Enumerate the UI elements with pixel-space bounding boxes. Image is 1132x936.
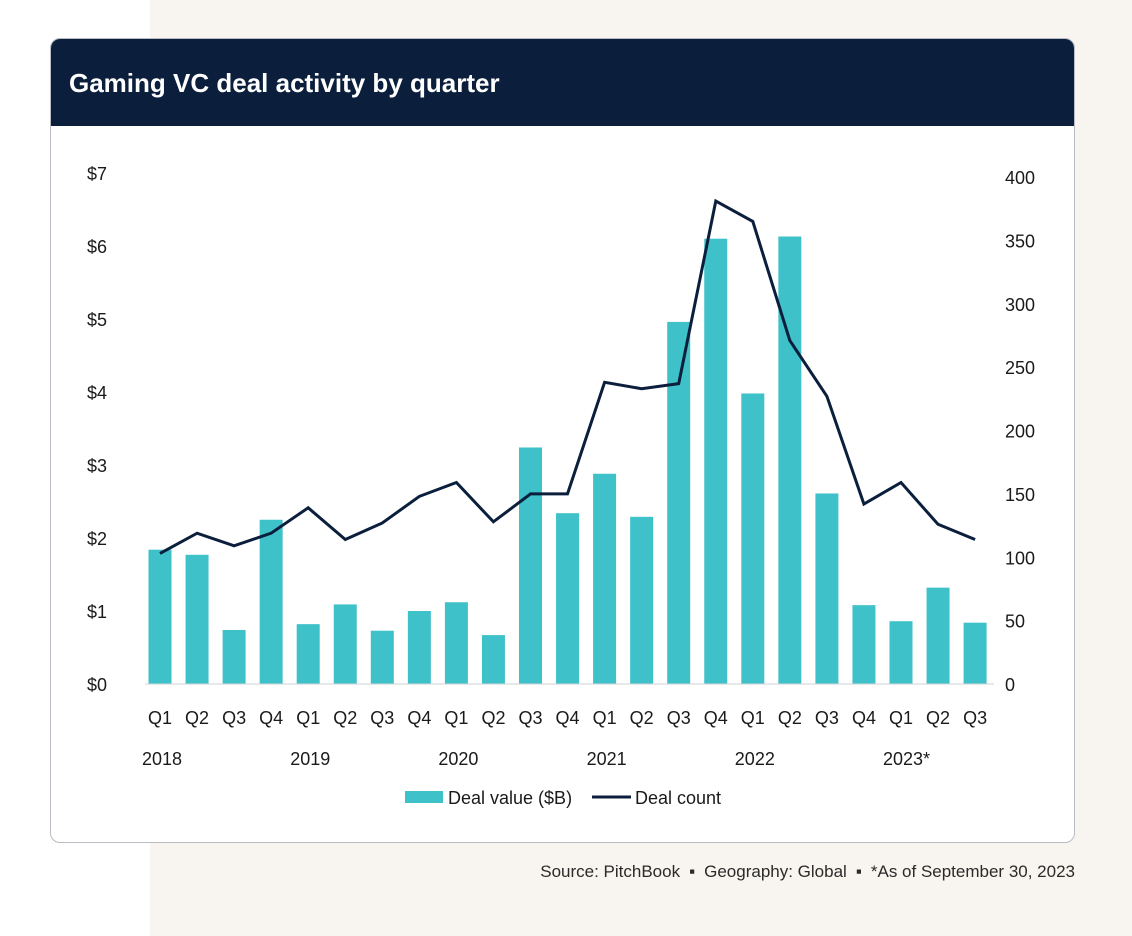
x-tick-label: Q3: [963, 708, 987, 728]
x-tick-label: Q4: [407, 708, 431, 728]
x-tick-label: Q2: [630, 708, 654, 728]
x-tick-label: Q1: [593, 708, 617, 728]
chart-header: Gaming VC deal activity by quarter: [51, 39, 1074, 126]
x-tick-label: Q1: [889, 708, 913, 728]
year-label: 2021: [587, 749, 627, 769]
bar-19: [852, 605, 876, 684]
right-tick-label: 350: [1005, 231, 1035, 251]
right-tick-label: 200: [1005, 422, 1035, 442]
right-tick-label: 150: [1005, 485, 1035, 505]
bar-4: [296, 624, 320, 684]
bar-0: [148, 549, 172, 684]
x-tick-label: Q1: [296, 708, 320, 728]
chart-title: Gaming VC deal activity by quarter: [69, 68, 500, 98]
x-tick-label: Q3: [222, 708, 246, 728]
left-tick-label: $2: [87, 529, 107, 549]
x-tick-label: Q1: [148, 708, 172, 728]
x-tick-label: Q4: [259, 708, 283, 728]
bar-17: [778, 236, 802, 684]
x-tick-label: Q2: [778, 708, 802, 728]
bar-3: [259, 519, 283, 684]
right-tick-label: 400: [1005, 168, 1035, 188]
deal-count-line-group: [159, 198, 976, 555]
bar-20: [889, 621, 913, 684]
x-tick-label: Q1: [444, 708, 468, 728]
x-tick-label: Q2: [926, 708, 950, 728]
bar-6: [370, 630, 394, 684]
left-tick-label: $4: [87, 383, 107, 403]
bars: [148, 236, 987, 684]
year-label: 2022: [735, 749, 775, 769]
right-tick-label: 300: [1005, 295, 1035, 315]
bar-13: [630, 516, 654, 684]
bar-21: [926, 587, 950, 684]
legend-label-line: Deal count: [635, 788, 721, 808]
x-tick-label: Q3: [370, 708, 394, 728]
legend-swatch-bar: [405, 791, 443, 803]
chart-card: Gaming VC deal activity by quarter $0 $1 $…: [50, 38, 1075, 843]
x-tick-label: Q2: [333, 708, 357, 728]
legend-label-bar: Deal value ($B): [448, 788, 572, 808]
right-tick-label: 0: [1005, 675, 1015, 695]
bar-2: [222, 629, 246, 684]
x-tick-label: Q4: [852, 708, 876, 728]
right-tick-label: 250: [1005, 358, 1035, 378]
right-tick-label: 100: [1005, 548, 1035, 568]
left-tick-label: $6: [87, 237, 107, 257]
axes: $0 $1 $2 $3 $4 $5 $6 $7 0 50 100 150 200 250 300 350 400…: [87, 164, 1035, 769]
x-tick-label: Q4: [704, 708, 728, 728]
legend: Deal value ($B) Deal count: [405, 788, 721, 808]
separator-1: ▪: [689, 862, 696, 881]
bar-14: [667, 321, 691, 684]
left-tick-label: $1: [87, 602, 107, 622]
bar-10: [519, 447, 542, 684]
bar-7: [407, 611, 431, 684]
x-tick-label: Q1: [741, 708, 765, 728]
source-text: Source: PitchBook: [540, 862, 681, 881]
x-tick-label: Q2: [185, 708, 209, 728]
left-tick-label: $7: [87, 164, 107, 184]
left-tick-label: $3: [87, 456, 107, 476]
bar-11: [556, 513, 580, 684]
bar-9: [481, 635, 505, 684]
separator-2: ▪: [855, 862, 862, 881]
left-tick-label: $0: [87, 675, 107, 695]
x-tick-label: Q3: [815, 708, 839, 728]
x-tick-label: Q4: [556, 708, 580, 728]
geography-text: Geography: Global: [704, 862, 847, 881]
year-label: 2019: [290, 749, 330, 769]
deal-count-line: [159, 198, 976, 555]
x-tick-label: Q3: [518, 708, 542, 728]
left-tick-label: $5: [87, 310, 107, 330]
x-tick-label: Q2: [481, 708, 505, 728]
bar-8: [444, 602, 468, 684]
bar-15: [704, 238, 728, 684]
year-label: 2020: [438, 749, 478, 769]
year-label: 2023*: [883, 749, 930, 769]
x-tick-label: Q3: [667, 708, 691, 728]
bar-5: [333, 604, 357, 684]
chart-area: $0 $1 $2 $3 $4 $5 $6 $7 0 50 100 150 200 250 300 350 400…: [87, 164, 1035, 808]
bar-1: [185, 554, 209, 684]
bar-16: [741, 393, 765, 684]
right-tick-label: 50: [1005, 612, 1025, 632]
year-label: 2018: [142, 749, 182, 769]
bar-12: [593, 473, 617, 684]
bar-18: [815, 493, 839, 684]
source-note: Source: PitchBook ▪ Geography: Global ▪ *As …: [0, 862, 1075, 882]
bar-22: [963, 622, 987, 684]
as-of-note: *As of September 30, 2023: [870, 862, 1075, 881]
